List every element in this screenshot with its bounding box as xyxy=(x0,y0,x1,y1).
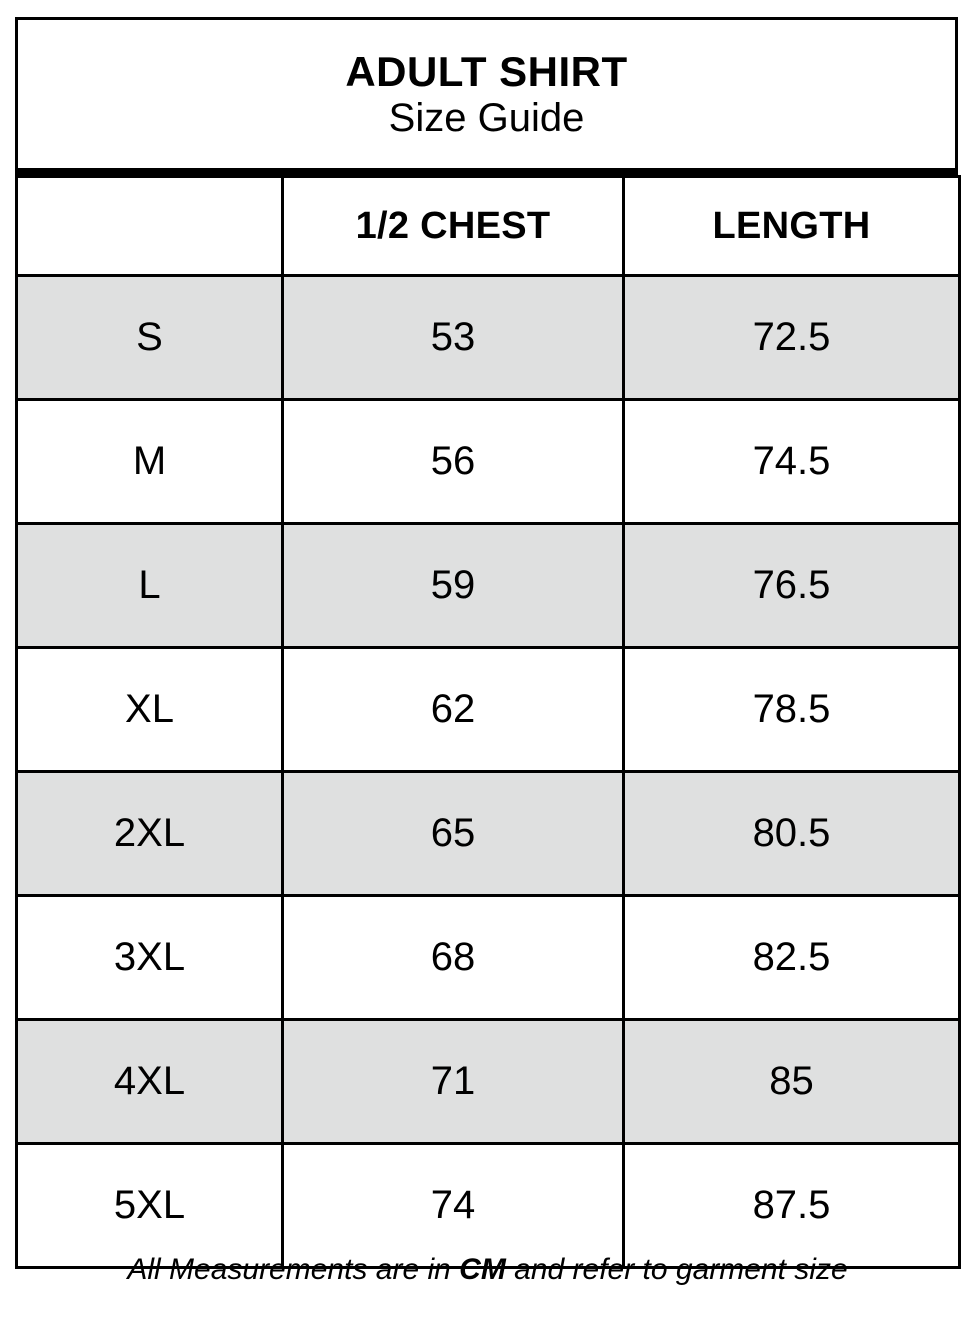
header-row: 1/2 CHEST LENGTH xyxy=(15,175,961,277)
cell-chest: 74 xyxy=(281,1142,625,1269)
table-row: 5XL 74 87.5 xyxy=(15,1142,961,1269)
cell-length: 76.5 xyxy=(622,522,961,649)
column-header-length: LENGTH xyxy=(622,175,961,277)
cell-length: 80.5 xyxy=(622,770,961,897)
table-row: 4XL 71 85 xyxy=(15,1018,961,1145)
title-divider-rule xyxy=(15,168,958,175)
cell-length: 74.5 xyxy=(622,398,961,525)
table-row: S 53 72.5 xyxy=(15,274,961,401)
page-subtitle: Size Guide xyxy=(388,96,585,141)
column-header-size xyxy=(15,175,284,277)
note-unit: CM xyxy=(459,1253,506,1286)
table-header: 1/2 CHEST LENGTH xyxy=(15,175,961,277)
column-header-chest: 1/2 CHEST xyxy=(281,175,625,277)
cell-size: 4XL xyxy=(15,1018,284,1145)
cell-length: 78.5 xyxy=(622,646,961,773)
cell-length: 72.5 xyxy=(622,274,961,401)
cell-length: 87.5 xyxy=(622,1142,961,1269)
table-row: M 56 74.5 xyxy=(15,398,961,525)
cell-size: XL xyxy=(15,646,284,773)
table-row: XL 62 78.5 xyxy=(15,646,961,773)
note-prefix: All Measurements are in xyxy=(127,1253,460,1286)
cell-size: 3XL xyxy=(15,894,284,1021)
note-suffix: and refer to garment size xyxy=(505,1253,848,1286)
cell-chest: 68 xyxy=(281,894,625,1021)
cell-length: 85 xyxy=(622,1018,961,1145)
size-chart-table: 1/2 CHEST LENGTH S 53 72.5 M 56 74.5 L 5… xyxy=(15,175,961,1269)
table-row: 3XL 68 82.5 xyxy=(15,894,961,1021)
title-block: ADULT SHIRT Size Guide xyxy=(15,17,958,170)
cell-size: M xyxy=(15,398,284,525)
cell-chest: 62 xyxy=(281,646,625,773)
cell-size: 5XL xyxy=(15,1142,284,1269)
measurement-note: All Measurements are in CM and refer to … xyxy=(0,1252,975,1288)
cell-chest: 65 xyxy=(281,770,625,897)
cell-chest: 56 xyxy=(281,398,625,525)
cell-size: L xyxy=(15,522,284,649)
cell-chest: 59 xyxy=(281,522,625,649)
table-row: 2XL 65 80.5 xyxy=(15,770,961,897)
cell-chest: 53 xyxy=(281,274,625,401)
table-body: S 53 72.5 M 56 74.5 L 59 76.5 XL 62 78.5… xyxy=(15,274,961,1269)
page-title: ADULT SHIRT xyxy=(345,47,628,95)
cell-size: S xyxy=(15,274,284,401)
cell-size: 2XL xyxy=(15,770,284,897)
cell-length: 82.5 xyxy=(622,894,961,1021)
cell-chest: 71 xyxy=(281,1018,625,1145)
table-row: L 59 76.5 xyxy=(15,522,961,649)
